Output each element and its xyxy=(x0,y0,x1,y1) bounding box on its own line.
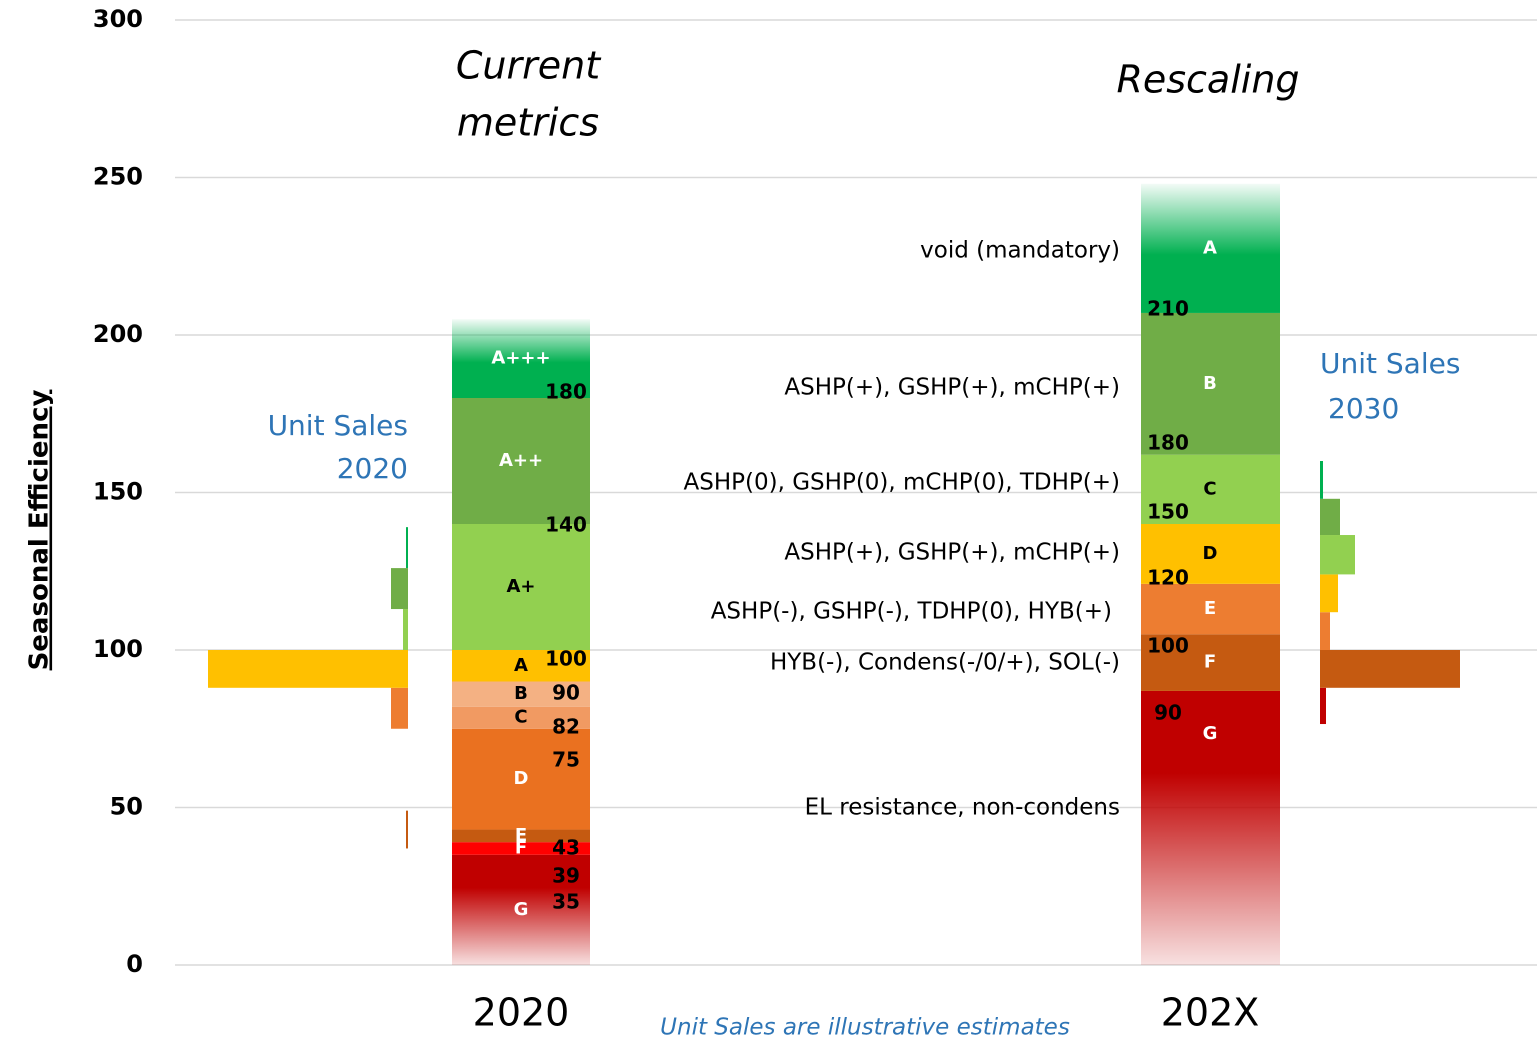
boundary-label: 39 xyxy=(552,864,580,888)
unit-sales-bar xyxy=(391,568,408,610)
segment-label: G xyxy=(1203,723,1218,744)
y-tick-label: 0 xyxy=(126,950,143,978)
boundary-label: 43 xyxy=(552,836,580,860)
segment xyxy=(1141,454,1280,524)
boundary-label: 210 xyxy=(1147,297,1189,321)
segment xyxy=(452,398,590,524)
column-title: Rescaling xyxy=(1116,58,1299,102)
unit-sales-title: 2020 xyxy=(337,452,408,485)
segment xyxy=(1141,634,1280,691)
boundary-label: 180 xyxy=(545,380,587,404)
boundary-label: 120 xyxy=(1147,566,1189,590)
column-title: metrics xyxy=(457,101,599,145)
boundary-label: 90 xyxy=(552,681,580,705)
segment xyxy=(452,842,590,855)
annotation: HYB(-), Condens(-/0/+), SOL(-) xyxy=(770,650,1120,676)
unit-sales-bar xyxy=(1320,612,1330,650)
boundary-label: 75 xyxy=(552,748,580,772)
annotation: ASHP(+), GSHP(+), mCHP(+) xyxy=(784,540,1120,566)
unit-sales-title: Unit Sales xyxy=(1320,347,1460,380)
segment-label: A+ xyxy=(506,576,535,597)
segment-label: F xyxy=(1204,652,1216,673)
segment-label: A+++ xyxy=(491,348,550,369)
segment-label: D xyxy=(514,768,529,789)
segment xyxy=(452,524,590,650)
segment xyxy=(452,319,590,398)
segment-label: C xyxy=(1203,478,1216,499)
segment xyxy=(452,706,590,729)
unit-sales-bar xyxy=(208,650,408,688)
unit-sales-title: 2030 xyxy=(1328,392,1399,425)
annotation: ASHP(-), GSHP(-), TDHP(0), HYB(+) xyxy=(711,599,1112,625)
unit-sales-bar xyxy=(391,687,408,729)
y-tick-label: 150 xyxy=(93,478,143,506)
boundary-label: 140 xyxy=(545,513,587,537)
unit-sales-bar xyxy=(1320,574,1338,613)
segment xyxy=(452,854,590,965)
segment-label: C xyxy=(514,707,527,728)
note: Unit Sales are illustrative estimates xyxy=(660,1015,1070,1041)
unit-sales-bar xyxy=(1320,650,1460,688)
unit-sales-bar xyxy=(1320,535,1355,575)
segment xyxy=(452,681,590,707)
y-tick-label: 250 xyxy=(93,163,143,191)
boundary-label: 150 xyxy=(1147,500,1189,524)
segment-label: B xyxy=(514,683,528,704)
y-axis-label: Seasonal Efficiency xyxy=(25,390,55,671)
boundary-label: 35 xyxy=(552,890,580,914)
unit-sales-bar xyxy=(1320,498,1340,536)
segment xyxy=(452,829,590,843)
segment-label: E xyxy=(515,825,527,846)
y-tick-label: 300 xyxy=(93,5,143,33)
unit-sales-bar xyxy=(1320,461,1323,499)
annotation: EL resistance, non-condens xyxy=(805,795,1120,821)
segment-label: D xyxy=(1203,543,1218,564)
x-tick-label: 202X xyxy=(1161,991,1260,1035)
unit-sales-title: Unit Sales xyxy=(268,409,408,442)
segment-label: B xyxy=(1203,373,1217,394)
column-title: Current xyxy=(456,44,602,88)
segment xyxy=(1141,690,1280,965)
segment xyxy=(1141,183,1280,313)
boundary-label: 180 xyxy=(1147,431,1189,455)
boundary-label: 100 xyxy=(1147,634,1189,658)
y-tick-label: 50 xyxy=(110,793,143,821)
segment xyxy=(1141,583,1280,635)
segment-label: E xyxy=(1204,598,1216,619)
annotation: ASHP(+), GSHP(+), mCHP(+) xyxy=(784,375,1120,401)
boundary-label: 90 xyxy=(1154,701,1182,725)
annotation: ASHP(0), GSHP(0), mCHP(0), TDHP(+) xyxy=(684,470,1120,496)
boundary-label: 82 xyxy=(552,715,580,739)
segment-label: G xyxy=(514,899,529,920)
y-tick-label: 100 xyxy=(93,635,143,663)
annotation: void (mandatory) xyxy=(920,238,1120,264)
segment xyxy=(1141,524,1280,584)
x-tick-label: 2020 xyxy=(473,991,570,1035)
y-tick-label: 200 xyxy=(93,320,143,348)
boundary-label: 100 xyxy=(545,647,587,671)
segment-label: F xyxy=(515,837,527,858)
segment xyxy=(452,728,590,830)
unit-sales-bar xyxy=(406,527,408,569)
unit-sales-bar xyxy=(406,810,408,849)
segment-label: A xyxy=(514,655,528,676)
unit-sales-bar xyxy=(1320,687,1326,725)
segment-label: A xyxy=(1203,237,1217,258)
segment xyxy=(452,650,590,682)
unit-sales-bar xyxy=(403,609,408,650)
segment xyxy=(1141,312,1280,455)
segment-label: A++ xyxy=(499,450,543,471)
